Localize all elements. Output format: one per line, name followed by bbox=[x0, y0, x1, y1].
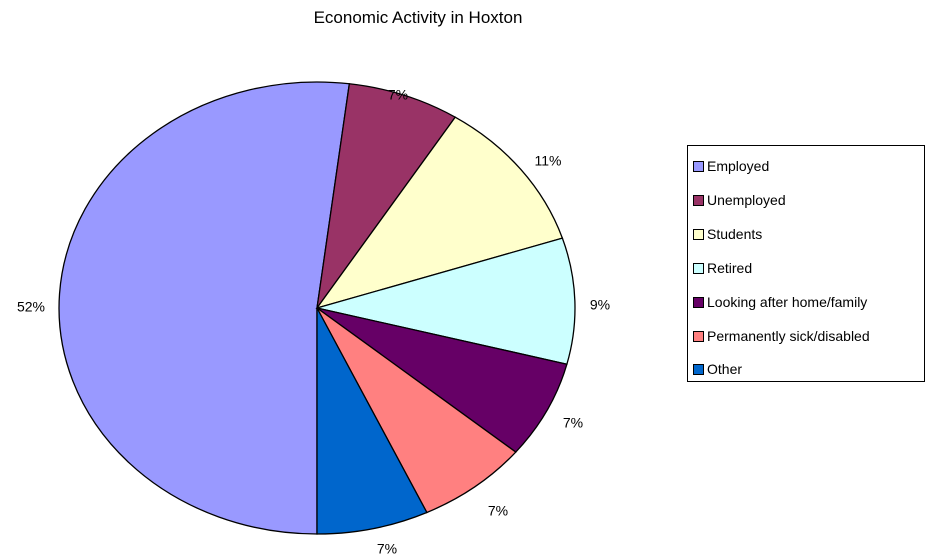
pie-slices bbox=[58, 81, 576, 535]
legend-item-unemployed: Unemployed bbox=[693, 191, 786, 209]
legend-swatch bbox=[693, 363, 704, 375]
legend-swatch bbox=[693, 330, 704, 342]
pie-slice-retired bbox=[316, 237, 576, 365]
legend-item-employed: Employed bbox=[693, 157, 769, 175]
legend-label: Looking after home/family bbox=[707, 294, 868, 310]
legend-item-looking-after-home-family: Looking after home/family bbox=[693, 293, 867, 311]
pie-slice-other bbox=[316, 307, 428, 535]
chart-legend: Employed Unemployed Students Retired Looking… bbox=[687, 145, 925, 382]
legend-swatch bbox=[693, 262, 704, 274]
pie-value-labels: 52% 7% 11% 9% 7% 7% 7% bbox=[17, 87, 610, 554]
legend-swatch bbox=[693, 160, 704, 172]
pie-slice-students bbox=[315, 116, 564, 310]
legend-swatch bbox=[693, 228, 704, 240]
legend-label: Students bbox=[707, 226, 763, 242]
legend-item-other: Other bbox=[693, 360, 742, 378]
chart-title: Economic Activity in Hoxton bbox=[313, 8, 523, 27]
legend-label: Retired bbox=[707, 260, 753, 276]
value-label-employed: 52% bbox=[17, 299, 45, 315]
legend-label: Other bbox=[707, 361, 743, 377]
legend-label: Permanently sick/disabled bbox=[707, 328, 870, 344]
legend-label: Employed bbox=[707, 158, 770, 174]
pie-slice-unemployed bbox=[316, 83, 457, 309]
legend-item-retired: Retired bbox=[693, 259, 752, 277]
value-label-looking-after-home-family: 7% bbox=[563, 415, 583, 431]
legend-item-students: Students bbox=[693, 225, 762, 243]
value-label-unemployed: 7% bbox=[388, 87, 408, 103]
legend-swatch bbox=[693, 296, 704, 308]
legend-label: Unemployed bbox=[707, 192, 786, 208]
pie-slice-permanently-sick-disabled bbox=[316, 307, 517, 514]
value-label-other: 7% bbox=[377, 541, 397, 554]
pie-slice-looking-after-home-family bbox=[316, 307, 568, 453]
value-label-students: 11% bbox=[535, 153, 562, 169]
value-label-permanently-sick-disabled: 7% bbox=[488, 503, 508, 519]
value-label-retired: 9% bbox=[590, 297, 610, 313]
legend-item-permanently-sick-disabled: Permanently sick/disabled bbox=[693, 327, 870, 345]
legend-swatch bbox=[693, 194, 704, 206]
pie-slice-employed bbox=[58, 81, 351, 535]
